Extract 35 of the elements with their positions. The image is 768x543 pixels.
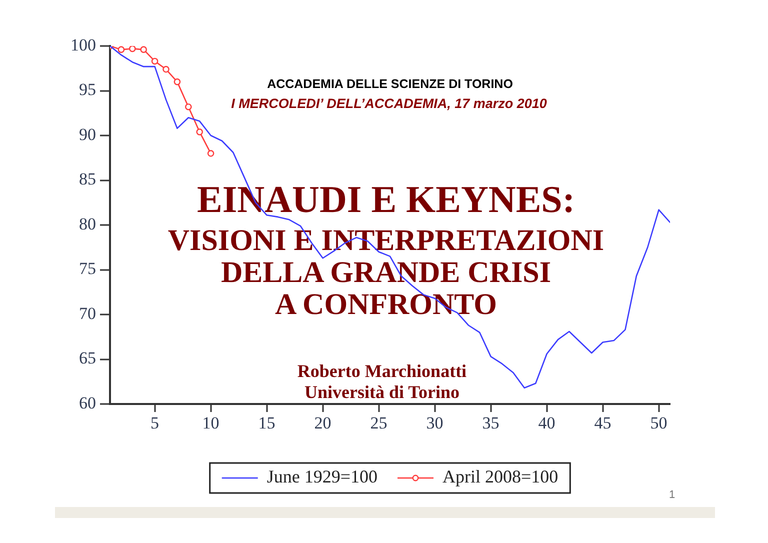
- point: [196, 128, 203, 136]
- y-tick-label: 65: [79, 348, 96, 368]
- x-tick-label: 10: [202, 414, 220, 433]
- point: [118, 46, 125, 53]
- annotation: ACCADEMIA DELLE SCIENZE DI TORINO: [267, 77, 513, 91]
- y-tick-label: 90: [79, 124, 96, 144]
- x-tick-label: 50: [650, 414, 668, 433]
- x-tick-label: 25: [370, 414, 388, 433]
- point: [162, 66, 170, 73]
- x-tick-label: 30: [426, 414, 444, 433]
- x-tick-label: 40: [538, 414, 556, 433]
- y-tick-label: 75: [79, 259, 96, 278]
- point: [185, 103, 192, 110]
- y-tick-label: 60: [79, 393, 96, 412]
- y-tick-label: 70: [79, 304, 96, 323]
- y-tick-label: 95: [79, 80, 96, 100]
- x-tick-label: 15: [258, 414, 276, 433]
- point: [174, 78, 181, 86]
- x-tick-label: 45: [594, 414, 612, 433]
- annotation: Università di Torino: [303, 382, 461, 403]
- legend-label: June 1929=100: [266, 466, 378, 487]
- y-tick-label: 85: [79, 170, 96, 189]
- annotation: Roberto Marchionatti: [296, 361, 468, 382]
- text: 1: [668, 488, 676, 502]
- x-tick-label: 5: [150, 414, 160, 433]
- legend-label: April 2008=100: [442, 466, 558, 487]
- point: [140, 46, 147, 53]
- point: [151, 58, 158, 65]
- point: [129, 46, 136, 52]
- y-tick-label: 100: [70, 35, 96, 54]
- x-tick-label: 35: [482, 414, 500, 433]
- y-tick-label: 80: [79, 214, 96, 234]
- point: [207, 150, 214, 157]
- x-tick-label: 20: [314, 414, 332, 433]
- annotation: I MERCOLEDI’ DELL’ACCADEMIA, 17 marzo 2010: [231, 96, 547, 111]
